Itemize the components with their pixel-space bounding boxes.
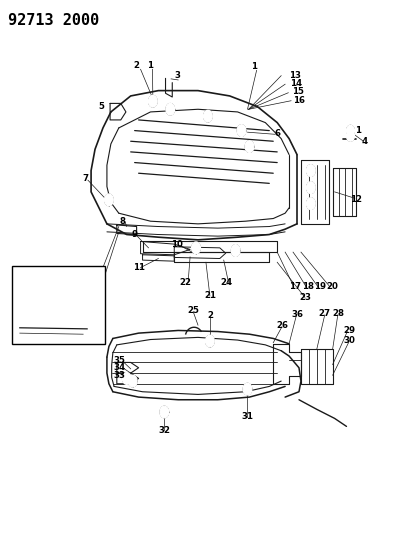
Text: 7: 7	[82, 174, 88, 183]
Text: 37: 37	[75, 278, 87, 287]
Text: 2: 2	[207, 311, 213, 320]
Polygon shape	[204, 110, 212, 122]
Text: 26: 26	[276, 321, 288, 329]
Text: 10: 10	[171, 240, 183, 248]
Text: 13: 13	[289, 71, 301, 80]
Polygon shape	[166, 103, 175, 115]
Text: 30: 30	[343, 336, 355, 344]
Text: 92713 2000: 92713 2000	[8, 13, 99, 28]
Text: 33: 33	[114, 372, 126, 380]
Polygon shape	[148, 95, 157, 107]
Text: 6: 6	[274, 129, 280, 138]
Text: 28: 28	[333, 309, 345, 318]
Text: 35: 35	[114, 357, 126, 365]
Text: 19: 19	[314, 282, 326, 291]
Polygon shape	[237, 125, 246, 136]
Polygon shape	[346, 125, 354, 136]
Text: 16: 16	[293, 96, 305, 104]
Text: 18: 18	[302, 282, 314, 291]
Text: 32: 32	[158, 426, 170, 434]
Text: 27: 27	[319, 309, 331, 318]
Text: 36: 36	[291, 310, 303, 319]
Polygon shape	[128, 375, 137, 387]
Text: 39: 39	[84, 335, 96, 344]
Text: 4: 4	[361, 137, 367, 146]
Polygon shape	[243, 383, 252, 395]
Text: 12: 12	[350, 196, 362, 204]
Text: 23: 23	[299, 293, 311, 302]
Text: 38: 38	[16, 332, 28, 340]
Text: 39: 39	[55, 300, 67, 308]
Polygon shape	[231, 245, 240, 256]
Text: 34: 34	[114, 364, 126, 372]
Text: 1: 1	[147, 61, 153, 69]
Text: 5: 5	[98, 102, 104, 111]
Polygon shape	[245, 141, 254, 152]
Text: 1: 1	[355, 126, 362, 135]
Text: 22: 22	[179, 278, 191, 287]
Text: 31: 31	[242, 413, 253, 421]
Text: 8: 8	[120, 217, 126, 225]
Text: 9: 9	[131, 230, 138, 239]
Polygon shape	[307, 198, 315, 209]
Text: 29: 29	[343, 326, 355, 335]
Text: 25: 25	[187, 306, 199, 314]
Bar	[12, 266, 105, 344]
Polygon shape	[192, 242, 200, 254]
Polygon shape	[122, 373, 131, 384]
Polygon shape	[105, 194, 113, 206]
Text: 20: 20	[327, 282, 339, 291]
Text: 40: 40	[44, 278, 55, 287]
Polygon shape	[206, 335, 214, 347]
Text: 3: 3	[174, 71, 181, 80]
Text: 11: 11	[133, 263, 145, 272]
Polygon shape	[307, 165, 315, 176]
Text: 17: 17	[289, 282, 301, 291]
Text: 37: 37	[13, 278, 25, 287]
Text: 21: 21	[204, 292, 216, 300]
Text: 24: 24	[221, 278, 232, 287]
Text: 15: 15	[292, 87, 304, 96]
Polygon shape	[307, 182, 315, 193]
Polygon shape	[160, 406, 169, 418]
Text: 1: 1	[251, 62, 257, 71]
Polygon shape	[346, 131, 354, 141]
Text: 2: 2	[133, 61, 140, 69]
Text: 14: 14	[290, 79, 302, 88]
